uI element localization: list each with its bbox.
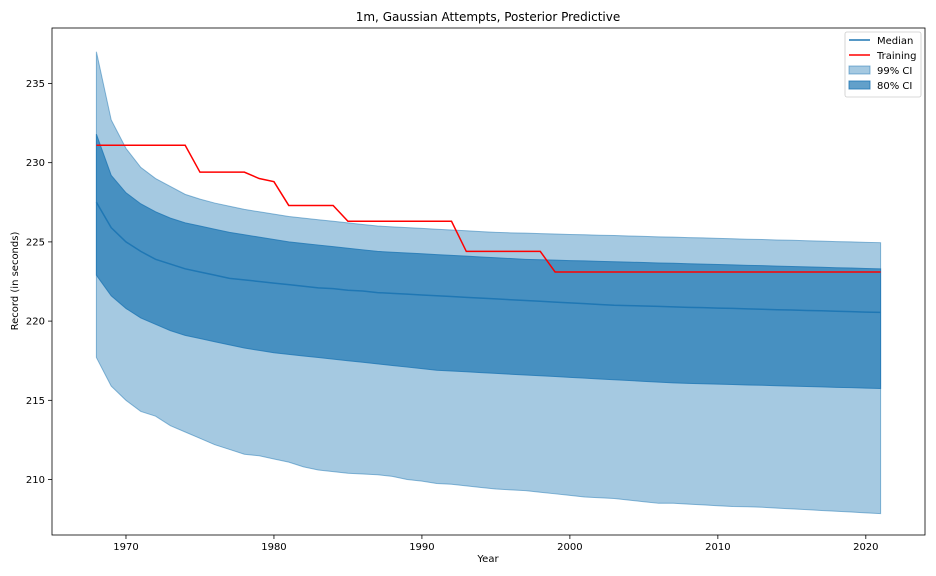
ci80-band <box>95 133 882 389</box>
x-tick-label: 2010 <box>705 542 730 553</box>
legend-ci80-swatch <box>848 80 871 90</box>
legend-ci99-swatch <box>848 65 871 75</box>
x-tick-label: 2020 <box>853 542 878 553</box>
y-axis-ticks: 210 215 220 225 230 235 <box>26 79 52 486</box>
y-tick-label: 220 <box>26 317 45 328</box>
median-line <box>95 201 881 314</box>
y-tick-label: 210 <box>26 475 45 486</box>
ci-bands <box>95 51 882 515</box>
x-tick-label: 1990 <box>409 542 434 553</box>
legend-ci80-label: 80% CI <box>877 81 912 92</box>
training-line <box>96 144 881 273</box>
plot-area-frame <box>51 27 926 536</box>
y-tick-label: 235 <box>26 79 45 90</box>
x-axis-label: Year <box>476 554 499 565</box>
x-axis-ticks: 1970 1980 1990 2000 2010 2020 <box>113 535 879 553</box>
legend: Median Training 99% CI 80% CI <box>844 31 922 98</box>
y-tick-label: 215 <box>26 396 45 407</box>
chart-title: 1m, Gaussian Attempts, Posterior Predict… <box>356 10 621 24</box>
y-tick-label: 230 <box>26 158 45 169</box>
series-lines <box>95 144 881 314</box>
legend-median-label: Median <box>877 36 913 47</box>
legend-ci99-label: 99% CI <box>877 66 912 77</box>
legend-training-label: Training <box>876 51 916 62</box>
x-tick-label: 1970 <box>113 542 138 553</box>
x-tick-label: 2000 <box>557 542 582 553</box>
x-tick-label: 1980 <box>261 542 286 553</box>
y-tick-label: 225 <box>26 237 45 248</box>
y-axis-label: Record (in seconds) <box>10 232 21 331</box>
